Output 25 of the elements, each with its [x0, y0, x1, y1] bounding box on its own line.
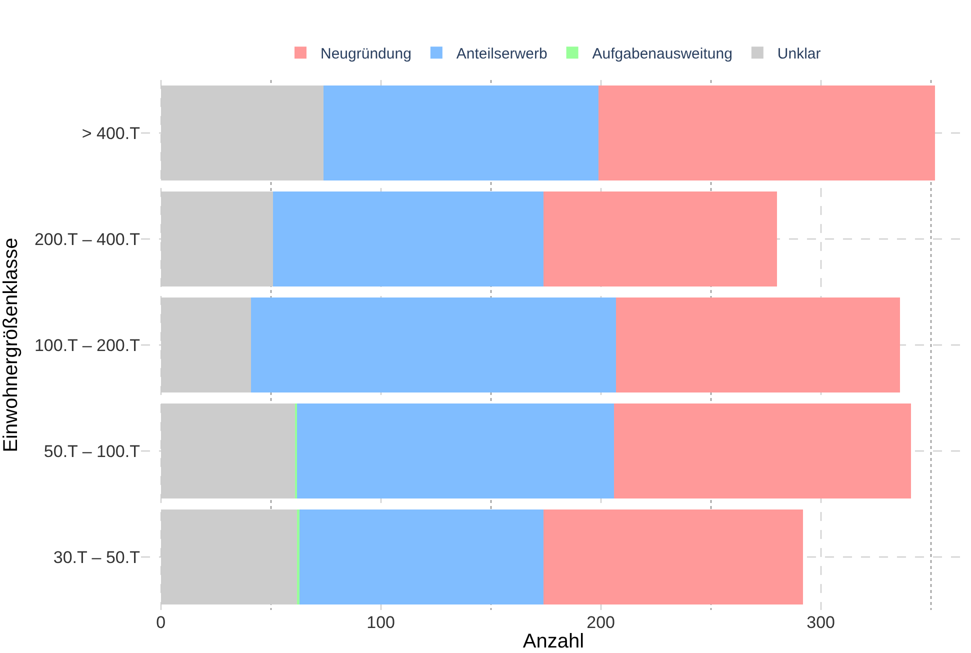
bar [251, 297, 616, 393]
bar [544, 509, 804, 605]
bar [614, 403, 911, 499]
bar [273, 191, 544, 287]
legend-label: Anteilserwerb [456, 46, 548, 62]
bar [297, 403, 614, 499]
x-tick-label: 200 [586, 613, 615, 632]
y-tick-label: 50.T – 100.T [44, 442, 140, 461]
x-tick-label: 0 [156, 613, 166, 632]
bar [324, 85, 599, 181]
bar [299, 509, 544, 605]
y-tick-label: 200.T – 400.T [34, 230, 140, 249]
y-tick-label: 100.T – 200.T [34, 336, 140, 355]
y-axis-title: Einwohnergrößenklasse [0, 238, 22, 452]
x-tick-label: 300 [806, 613, 835, 632]
y-tick-label: 30.T – 50.T [53, 548, 140, 567]
x-axis-title: Anzahl [522, 630, 584, 652]
y-tick-label: > 400.T [82, 124, 140, 143]
bar [598, 85, 936, 181]
bar [616, 297, 900, 393]
x-tick-label: 100 [366, 613, 395, 632]
bar [544, 191, 777, 287]
legend-label: Aufgabenausweitung [592, 46, 732, 62]
legend-label: Neugründung [320, 46, 412, 62]
legend-label: Unklar [777, 46, 821, 62]
